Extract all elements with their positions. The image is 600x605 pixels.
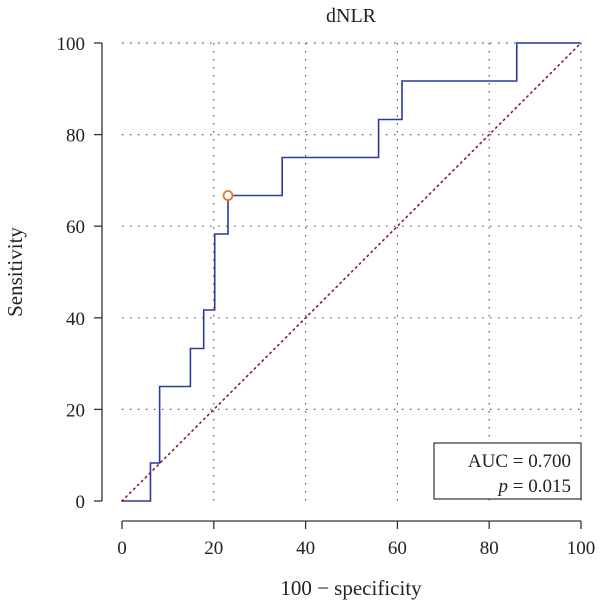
x-tick-label: 40 (296, 538, 315, 559)
x-tick-label: 0 (117, 538, 127, 559)
auc-label: AUC = 0.700 (468, 451, 571, 472)
x-tick-label: 20 (204, 538, 223, 559)
chart-title: dNLR (326, 5, 377, 27)
ticks: 0 20 40 60 80 100 0 20 40 60 80 100 (57, 34, 596, 559)
y-tick-label: 20 (66, 400, 85, 421)
x-tick-label: 80 (480, 538, 499, 559)
y-tick-label: 0 (76, 492, 86, 513)
plot-frame (101, 43, 581, 522)
p-value-label: p = 0.015 (497, 476, 571, 497)
p-value-text: = 0.015 (508, 476, 571, 497)
auc-legend-box: AUC = 0.700 p = 0.015 (433, 442, 582, 500)
optimal-cutoff-point (222, 190, 234, 201)
y-tick-label: 100 (57, 34, 86, 55)
x-tick-label: 100 (567, 538, 596, 559)
y-tick-label: 60 (66, 217, 85, 238)
roc-curve-line (122, 42, 581, 502)
y-axis-title: Sensitivity (3, 227, 27, 317)
legend-border (433, 442, 582, 500)
x-tick-label: 60 (388, 538, 407, 559)
y-tick-label: 80 (66, 126, 85, 147)
p-symbol: p (497, 476, 509, 497)
y-tick-label: 40 (66, 309, 85, 330)
reference-diagonal-line (121, 42, 582, 502)
x-axis-title: 100 − specificity (280, 576, 422, 600)
data-lines (121, 42, 582, 502)
